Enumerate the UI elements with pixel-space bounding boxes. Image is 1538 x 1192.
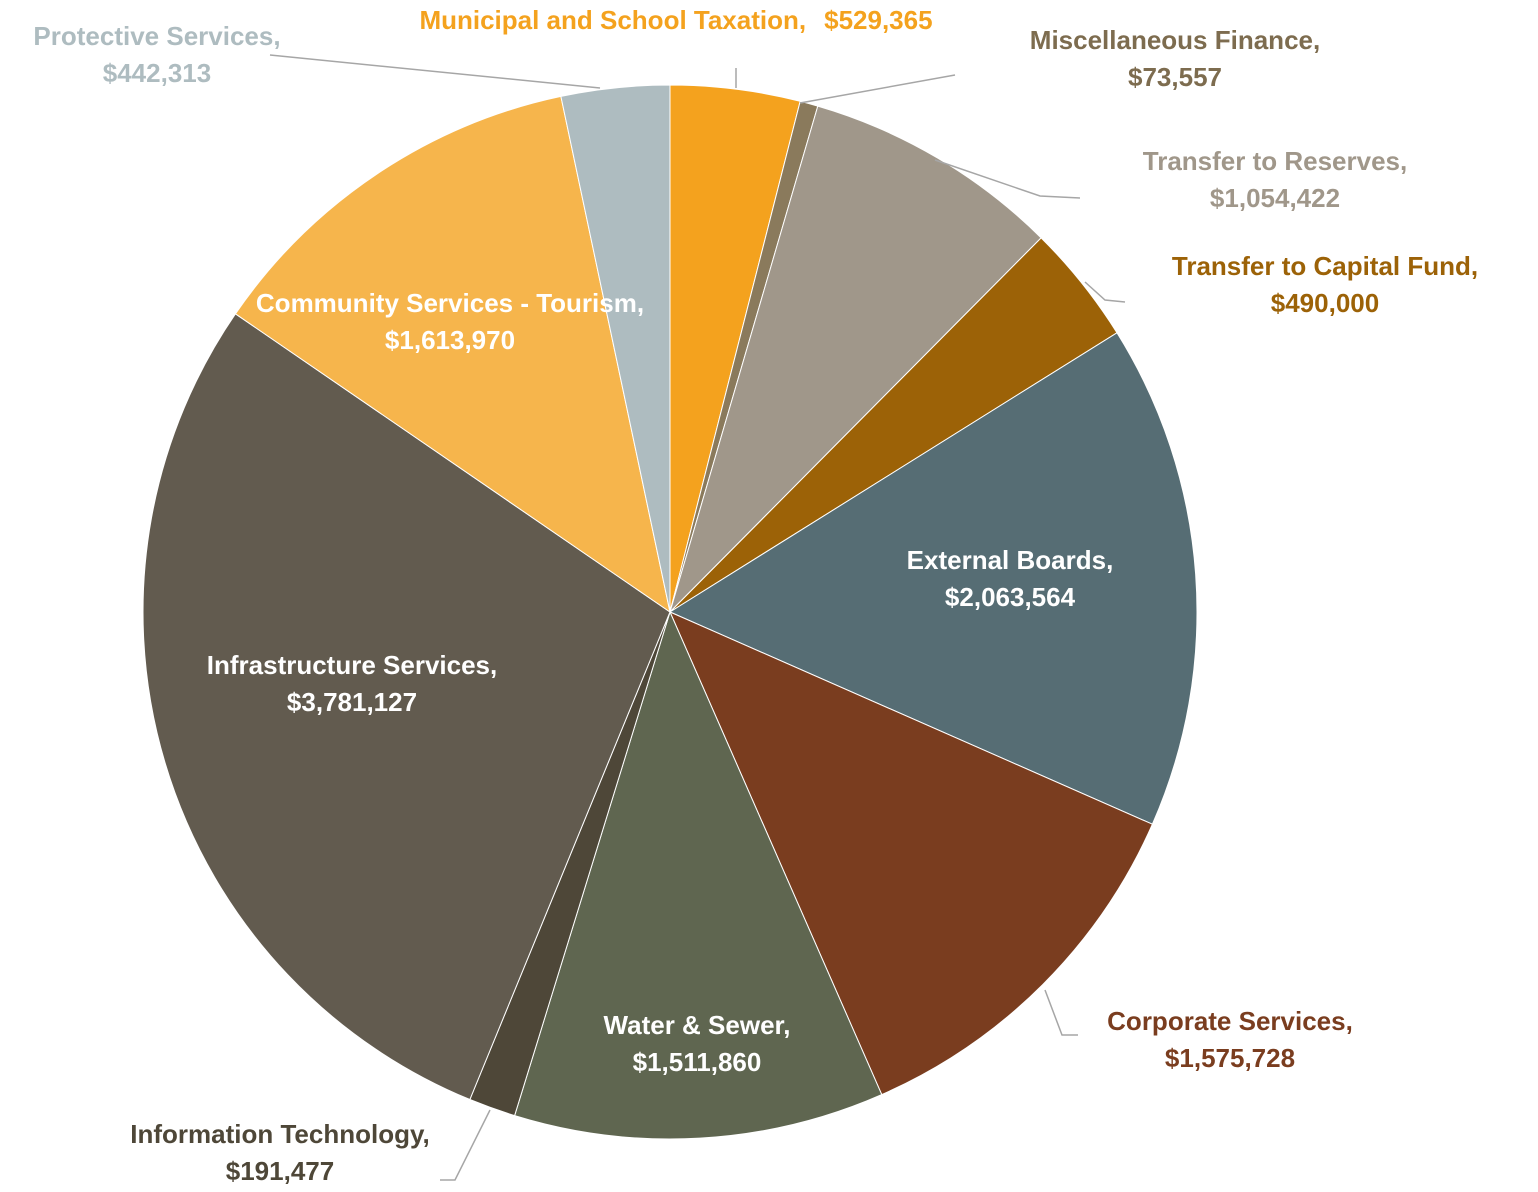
value-label: $3,781,127 [287, 687, 417, 717]
category-label: Transfer to Reserves, [1143, 146, 1407, 176]
leader-line [440, 1109, 491, 1181]
leader-line [934, 159, 1081, 199]
category-label: Information Technology, [130, 1119, 429, 1149]
category-label: Municipal and School Taxation, [419, 5, 806, 35]
value-label: $191,477 [226, 1156, 334, 1186]
pie-slice [669, 611, 1154, 1096]
leader-line [799, 74, 956, 104]
pie-slice [560, 84, 671, 613]
value-label: $490,000 [1271, 288, 1379, 318]
value-label: $1,054,422 [1210, 183, 1340, 213]
pie-slice [234, 95, 671, 614]
pie-slice [513, 610, 883, 1140]
leader-line [269, 54, 601, 89]
pie-slice [142, 313, 671, 1101]
category-label: Protective Services, [33, 21, 280, 51]
data-label: Municipal and School Taxation, $529,365 [419, 5, 932, 35]
category-label: Infrastructure Services, [207, 650, 497, 680]
leader-line [1084, 281, 1126, 303]
category-label: Water & Sewer, [604, 1010, 791, 1040]
value-label: $442,313 [103, 58, 211, 88]
category-label: Community Services - Tourism, [256, 288, 644, 318]
pie-slice [669, 105, 1042, 613]
leader-line [1044, 989, 1078, 1036]
value-label: $1,511,860 [633, 1047, 762, 1077]
value-label: $529,365 [824, 5, 932, 35]
value-label: $1,613,970 [385, 325, 515, 355]
pie-slice [668, 332, 1198, 825]
category-label: Miscellaneous Finance, [1030, 25, 1320, 55]
category-label: Corporate Services, [1107, 1006, 1353, 1036]
category-label: Transfer to Capital Fund, [1172, 251, 1478, 281]
value-label: $2,063,564 [945, 582, 1076, 612]
value-label: $1,575,728 [1165, 1043, 1295, 1073]
category-label: External Boards, [907, 545, 1114, 575]
value-label: $73,557 [1128, 62, 1222, 92]
